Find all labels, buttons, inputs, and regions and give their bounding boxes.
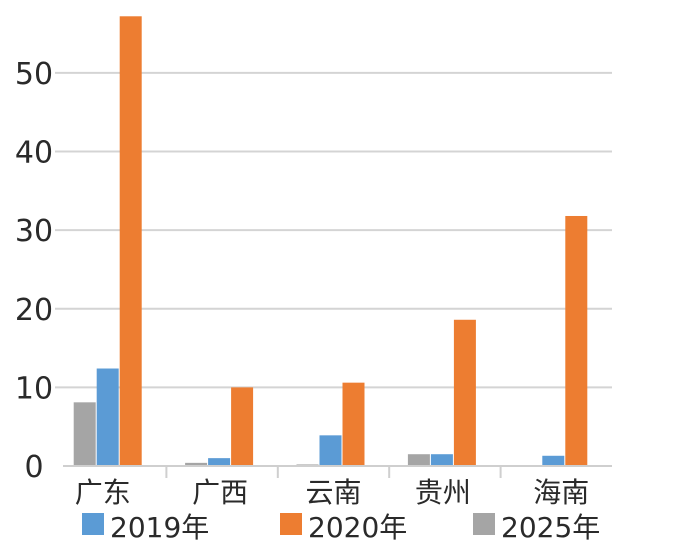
y-tick-label: 40 <box>15 136 53 171</box>
legend-swatch <box>280 513 302 535</box>
legend-swatch <box>473 513 495 535</box>
y-tick-label: 0 <box>24 450 43 485</box>
bar <box>342 382 365 466</box>
gridlines <box>55 71 612 389</box>
bar <box>208 458 231 466</box>
legend-swatch <box>82 513 104 535</box>
y-tick-label: 30 <box>15 214 53 249</box>
y-axis-ticks: 0 10 20 30 40 50 <box>15 57 53 485</box>
bar <box>565 215 588 466</box>
bar <box>430 454 453 466</box>
x-axis-categories: 广东 广西 云南 贵州 海南 <box>75 466 589 509</box>
y-tick-label: 20 <box>15 293 53 328</box>
bar <box>185 462 208 466</box>
bar <box>96 368 119 466</box>
legend-label: 2019年 <box>110 511 209 544</box>
bar <box>73 402 96 466</box>
y-tick-label: 50 <box>15 57 53 92</box>
bar <box>453 319 476 466</box>
x-tick-label: 云南 <box>305 476 361 509</box>
legend: 2019年 2020年 2025年 <box>82 511 600 544</box>
bars <box>73 16 588 467</box>
x-tick-label: 贵州 <box>415 476 471 509</box>
bar <box>407 454 430 466</box>
x-tick-label: 广东 <box>75 476 131 509</box>
x-tick-label: 广西 <box>192 476 248 509</box>
bar <box>119 16 142 467</box>
legend-label: 2025年 <box>501 511 600 544</box>
bar <box>542 455 565 466</box>
bar <box>319 435 342 466</box>
bar <box>231 387 254 466</box>
y-tick-label: 10 <box>15 371 53 406</box>
legend-label: 2020年 <box>308 511 407 544</box>
x-tick-label: 海南 <box>533 476 589 509</box>
